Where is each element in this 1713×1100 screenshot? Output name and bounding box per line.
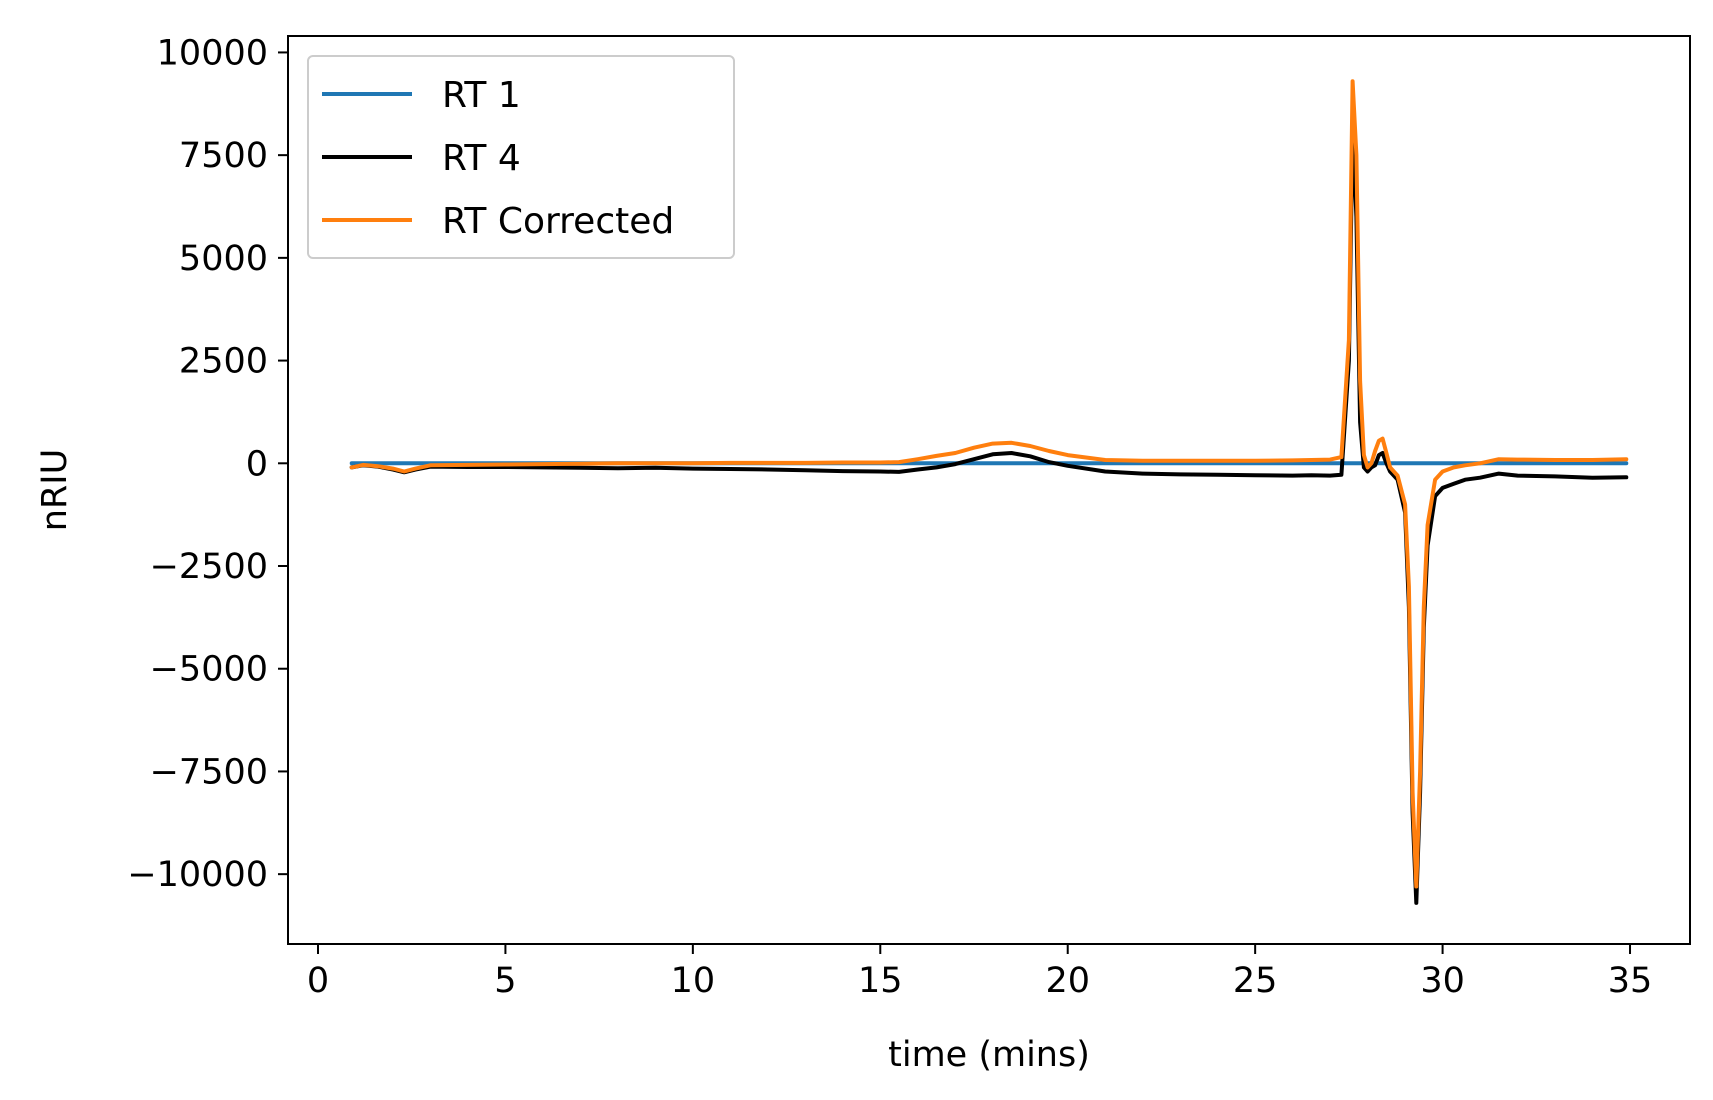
y-tick-label: −5000 bbox=[150, 650, 268, 690]
x-tick-label: 5 bbox=[494, 961, 516, 1001]
legend-box bbox=[307, 55, 735, 259]
legend-label: RT Corrected bbox=[442, 201, 674, 242]
legend-label: RT 4 bbox=[442, 138, 521, 179]
y-tick-label: 7500 bbox=[179, 136, 268, 176]
legend-label: RT 1 bbox=[442, 75, 521, 116]
axis-ticks: 0 5 10 15 20 25 30 35 10000 7500 5000 2500 0 −2500 −50… bbox=[127, 33, 1652, 1001]
legend: RT 1 RT 4 RT Corrected bbox=[307, 55, 735, 259]
y-tick-label: 10000 bbox=[157, 33, 268, 73]
y-tick-label: 5000 bbox=[179, 239, 268, 279]
y-tick-label: −2500 bbox=[150, 547, 268, 587]
x-tick-label: 15 bbox=[858, 961, 903, 1001]
y-tick-label: −10000 bbox=[127, 855, 268, 895]
series-line-3 bbox=[349, 79, 1629, 889]
series-layer bbox=[349, 79, 1629, 905]
y-axis-label: nRIU bbox=[35, 449, 75, 531]
y-tick-label: 2500 bbox=[179, 342, 268, 382]
x-tick-label: 35 bbox=[1608, 961, 1653, 1001]
x-tick-label: 0 bbox=[307, 961, 329, 1001]
y-tick-label: −7500 bbox=[150, 752, 268, 792]
plot-area-frame bbox=[287, 35, 1691, 945]
y-tick-label: 0 bbox=[246, 444, 268, 484]
x-tick-label: 20 bbox=[1045, 961, 1090, 1001]
x-tick-label: 30 bbox=[1420, 961, 1465, 1001]
x-tick-label: 10 bbox=[671, 961, 716, 1001]
x-tick-label: 25 bbox=[1233, 961, 1278, 1001]
x-axis-label: time (mins) bbox=[888, 1035, 1090, 1075]
